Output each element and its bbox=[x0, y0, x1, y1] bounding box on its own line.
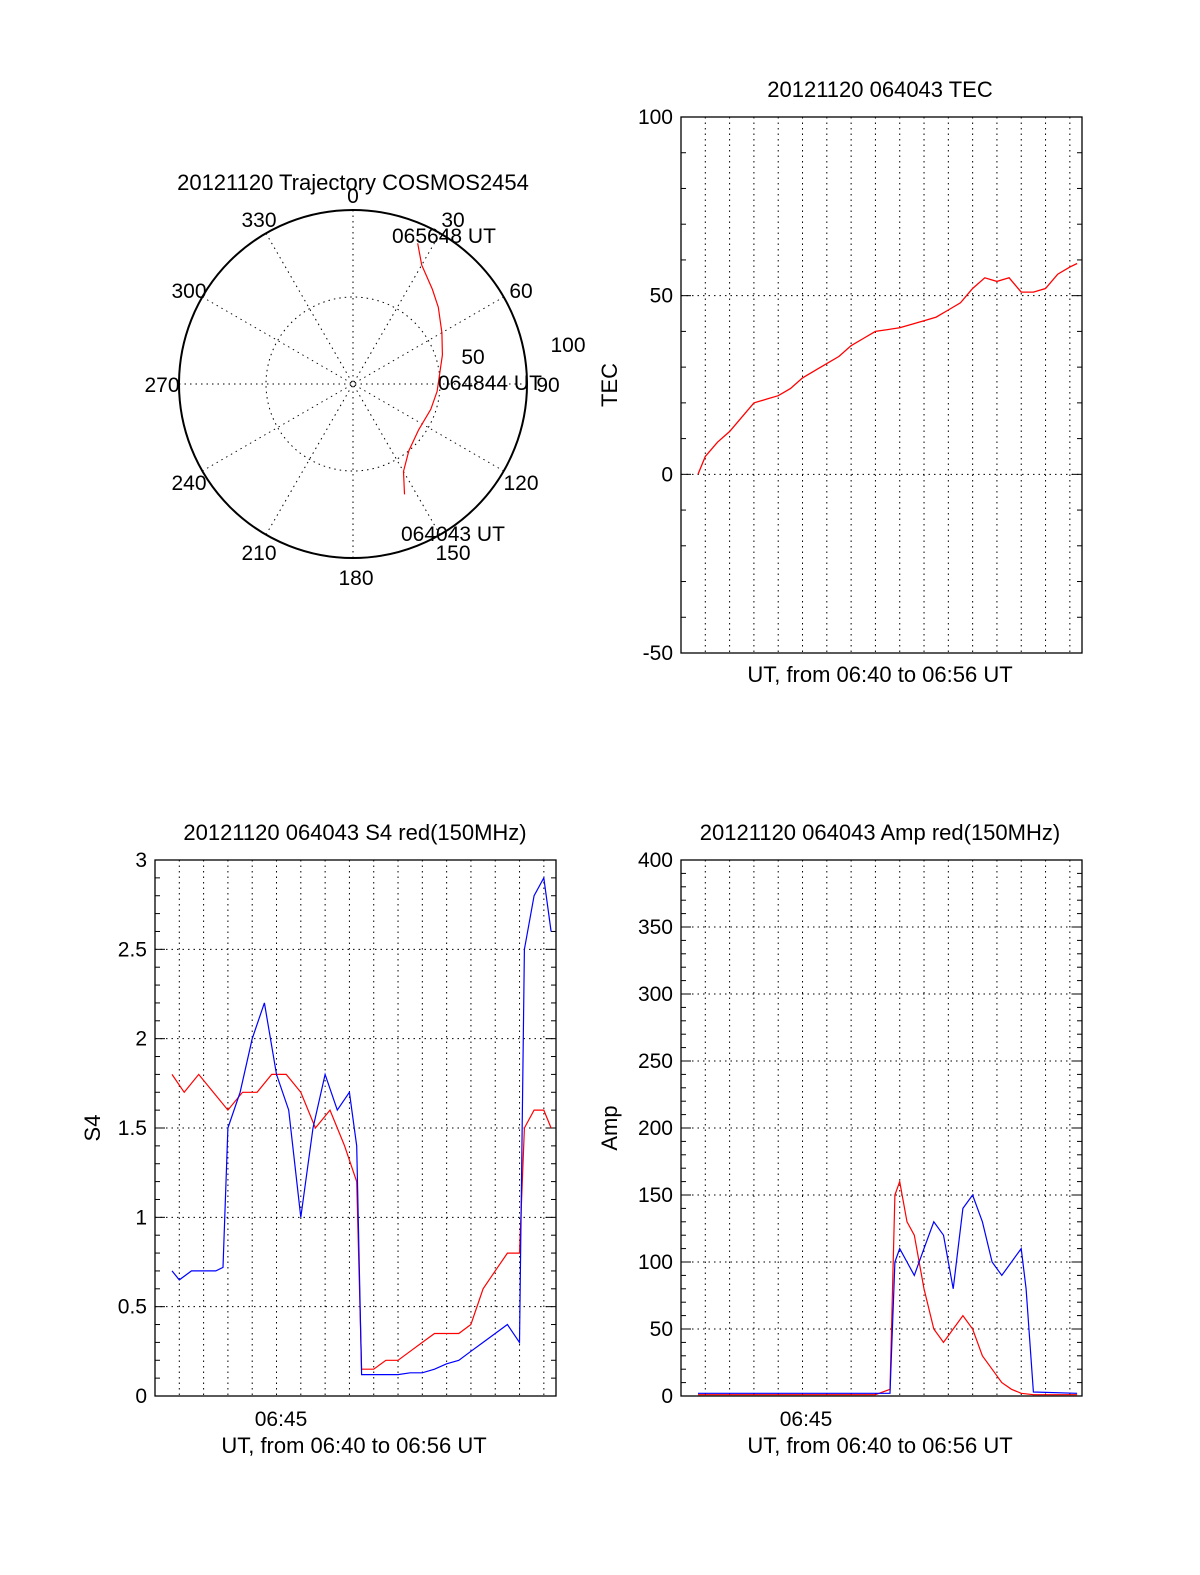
s4-y-tick-label: 0 bbox=[135, 1385, 147, 1408]
s4-gridlines bbox=[155, 860, 556, 1396]
azimuth-label: 240 bbox=[171, 472, 206, 495]
s4-panel: 20121120 064043 S4 red(150MHz) 0 0.5 1 1.5 2… bbox=[80, 820, 557, 1458]
azimuth-label: 300 bbox=[171, 280, 206, 303]
trajectory-end-label: 065648 UT bbox=[392, 225, 496, 248]
trajectory-line bbox=[402, 243, 444, 495]
trajectory-start-label: 064043 UT bbox=[401, 523, 505, 546]
tec-y-ticks: -50 0 50 100 bbox=[638, 106, 1082, 665]
amp-y-tick-label: 0 bbox=[661, 1385, 673, 1408]
tec-y-axis-label: TEC bbox=[597, 363, 622, 407]
tec-y-tick-label: -50 bbox=[643, 642, 673, 665]
tec-series-line bbox=[697, 262, 1078, 475]
s4-x-tick-label: 06:45 bbox=[255, 1408, 308, 1431]
tec-x-axis-label: UT, from 06:40 to 06:56 UT bbox=[747, 662, 1012, 687]
amp-y-tick-label: 300 bbox=[638, 983, 673, 1006]
amp-y-tick-label: 50 bbox=[650, 1318, 673, 1341]
amp-y-tick-label: 400 bbox=[638, 849, 673, 872]
amp-gridlines bbox=[681, 860, 1082, 1396]
amp-title: 20121120 064043 Amp red(150MHz) bbox=[700, 820, 1060, 845]
s4-y-tick-label: 2 bbox=[135, 1028, 147, 1051]
tec-panel: 20121120 064043 TEC -50 0 50 100 TEC UT, fr… bbox=[597, 77, 1083, 687]
polar-title: 20121120 Trajectory COSMOS2454 bbox=[177, 170, 529, 195]
s4-y-tick-label: 3 bbox=[135, 849, 147, 872]
trajectory-mid-label: 064844 UT bbox=[438, 372, 542, 395]
tec-title: 20121120 064043 TEC bbox=[767, 77, 993, 102]
s4-y-axis-label: S4 bbox=[80, 1115, 105, 1142]
s4-x-axis-label: UT, from 06:40 to 06:56 UT bbox=[221, 1433, 486, 1458]
radial-label-100: 100 bbox=[550, 334, 585, 357]
radial-label-50: 50 bbox=[461, 346, 484, 369]
azimuth-label: 180 bbox=[338, 567, 373, 590]
amp-panel: 20121120 064043 Amp red(150MHz) 0 50 100 15… bbox=[597, 820, 1083, 1458]
s4-blue-series-line bbox=[171, 876, 552, 1376]
tec-gridlines bbox=[681, 117, 1082, 653]
tec-plot-frame bbox=[680, 116, 1083, 654]
polar-azimuth-labels: 0 30 60 90 120 150 180 210 240 270 300 3… bbox=[144, 185, 559, 590]
s4-plot-frame bbox=[154, 859, 557, 1397]
azimuth-label: 210 bbox=[241, 542, 276, 565]
amp-y-tick-label: 250 bbox=[638, 1050, 673, 1073]
amp-y-tick-label: 100 bbox=[638, 1251, 673, 1274]
s4-y-ticks: 0 0.5 1 1.5 2 2.5 3 bbox=[118, 849, 556, 1408]
azimuth-label: 0 bbox=[347, 185, 359, 208]
polar-inner-circle bbox=[265, 296, 441, 472]
amp-y-tick-label: 150 bbox=[638, 1184, 673, 1207]
polar-trajectory-panel: 20121120 Trajectory COSMOS2454 0 30 60 9… bbox=[144, 170, 585, 590]
tec-y-tick-label: 100 bbox=[638, 106, 673, 129]
amp-y-axis-label: Amp bbox=[597, 1105, 622, 1150]
s4-title: 20121120 064043 S4 red(150MHz) bbox=[183, 820, 526, 845]
amp-y-ticks: 0 50 100 150 200 250 300 350 400 bbox=[638, 849, 1082, 1408]
amp-x-axis-label: UT, from 06:40 to 06:56 UT bbox=[747, 1433, 1012, 1458]
azimuth-label: 150 bbox=[435, 542, 470, 565]
azimuth-label: 270 bbox=[144, 374, 179, 397]
azimuth-label: 30 bbox=[441, 209, 464, 232]
s4-y-tick-label: 1 bbox=[135, 1206, 147, 1229]
azimuth-label: 330 bbox=[241, 209, 276, 232]
amp-red-series-line bbox=[698, 1179, 1078, 1396]
polar-spoke bbox=[265, 233, 441, 535]
s4-red-series-line bbox=[171, 1073, 552, 1370]
amp-x-tick-label: 06:45 bbox=[780, 1408, 833, 1431]
amp-y-tick-label: 200 bbox=[638, 1117, 673, 1140]
tec-y-tick-label: 50 bbox=[650, 285, 673, 308]
azimuth-label: 60 bbox=[509, 280, 532, 303]
amp-blue-series-line bbox=[698, 1193, 1078, 1394]
polar-spoke bbox=[265, 233, 441, 535]
s4-y-tick-label: 0.5 bbox=[118, 1296, 147, 1319]
amp-plot-frame bbox=[680, 859, 1083, 1397]
azimuth-label: 120 bbox=[503, 472, 538, 495]
amp-y-tick-label: 350 bbox=[638, 916, 673, 939]
tec-y-tick-label: 0 bbox=[661, 463, 673, 486]
azimuth-label: 90 bbox=[536, 374, 559, 397]
s4-y-tick-label: 1.5 bbox=[118, 1117, 147, 1140]
s4-y-tick-label: 2.5 bbox=[118, 938, 147, 961]
